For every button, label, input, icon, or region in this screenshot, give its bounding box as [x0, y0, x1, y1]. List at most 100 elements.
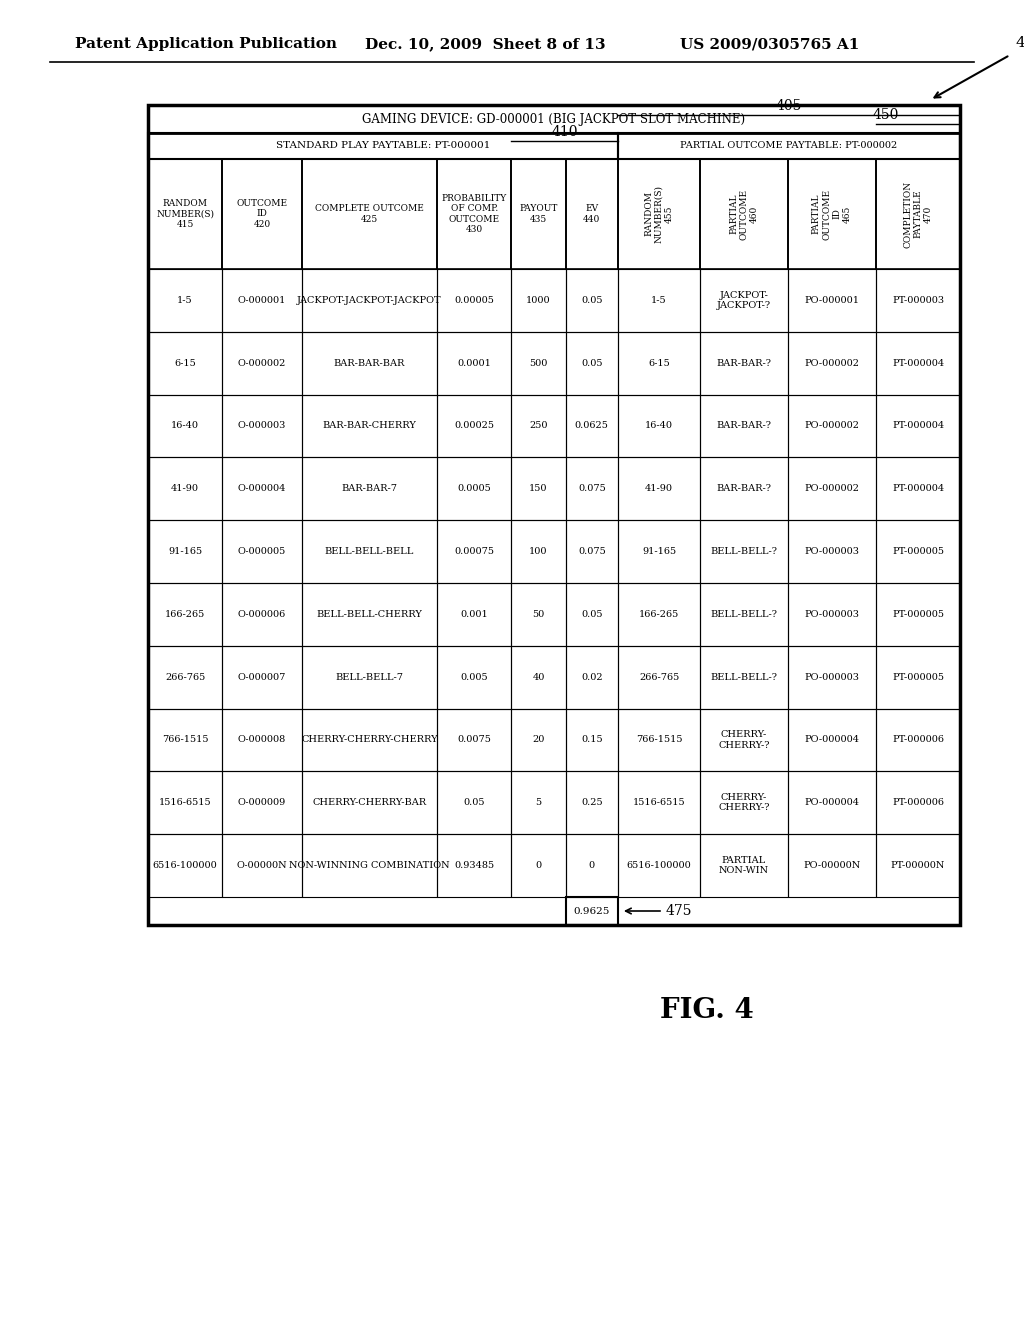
- Text: O-000008: O-000008: [238, 735, 286, 744]
- Bar: [876, 520, 961, 583]
- Bar: [437, 645, 511, 709]
- Text: 20: 20: [532, 735, 545, 744]
- Bar: [222, 834, 302, 898]
- Text: JACKPOT-
JACKPOT-?: JACKPOT- JACKPOT-?: [717, 290, 771, 310]
- Bar: [788, 331, 876, 395]
- Text: PO-000003: PO-000003: [805, 546, 859, 556]
- Text: 0.005: 0.005: [461, 673, 488, 681]
- Text: PT-000004: PT-000004: [892, 359, 944, 368]
- Bar: [618, 645, 700, 709]
- Text: US 2009/0305765 A1: US 2009/0305765 A1: [680, 37, 859, 51]
- Bar: [437, 269, 511, 331]
- Text: BELL-BELL-7: BELL-BELL-7: [336, 673, 403, 681]
- Text: 5: 5: [536, 799, 542, 808]
- Bar: [876, 583, 961, 645]
- Bar: [511, 395, 565, 458]
- Bar: [222, 520, 302, 583]
- Text: BELL-BELL-BELL: BELL-BELL-BELL: [325, 546, 414, 556]
- Bar: [222, 458, 302, 520]
- Text: CHERRY-CHERRY-CHERRY: CHERRY-CHERRY-CHERRY: [301, 735, 437, 744]
- Text: 0.075: 0.075: [578, 484, 605, 494]
- Text: 0.0005: 0.0005: [458, 484, 492, 494]
- Bar: [511, 458, 565, 520]
- Bar: [788, 771, 876, 834]
- Text: 91-165: 91-165: [642, 546, 676, 556]
- Text: 1516-6515: 1516-6515: [159, 799, 211, 808]
- Bar: [788, 709, 876, 771]
- Text: O-000007: O-000007: [238, 673, 286, 681]
- Bar: [876, 269, 961, 331]
- Bar: [511, 583, 565, 645]
- Bar: [511, 331, 565, 395]
- Bar: [148, 395, 222, 458]
- Text: 266-765: 266-765: [165, 673, 205, 681]
- Bar: [700, 771, 788, 834]
- Bar: [618, 834, 700, 898]
- Bar: [437, 771, 511, 834]
- Bar: [565, 709, 618, 771]
- Bar: [222, 158, 302, 269]
- Text: NON-WINNING COMBINATION: NON-WINNING COMBINATION: [289, 861, 450, 870]
- Text: 0.93485: 0.93485: [455, 861, 495, 870]
- Text: PARTIAL
OUTCOME
ID
465: PARTIAL OUTCOME ID 465: [812, 189, 852, 239]
- Text: PT-000006: PT-000006: [892, 735, 944, 744]
- Text: PARTIAL
NON-WIN: PARTIAL NON-WIN: [719, 855, 769, 875]
- Text: PO-000003: PO-000003: [805, 610, 859, 619]
- Text: 16-40: 16-40: [171, 421, 199, 430]
- Bar: [700, 645, 788, 709]
- Bar: [302, 158, 437, 269]
- Bar: [222, 331, 302, 395]
- Bar: [565, 645, 618, 709]
- Text: 100: 100: [529, 546, 548, 556]
- Text: 16-40: 16-40: [645, 421, 673, 430]
- Text: 91-165: 91-165: [168, 546, 202, 556]
- Bar: [511, 645, 565, 709]
- Bar: [700, 834, 788, 898]
- Bar: [437, 583, 511, 645]
- Bar: [148, 709, 222, 771]
- Bar: [700, 458, 788, 520]
- Text: 450: 450: [872, 108, 899, 121]
- Text: 266-765: 266-765: [639, 673, 679, 681]
- Bar: [700, 709, 788, 771]
- Text: 0.05: 0.05: [581, 296, 602, 305]
- Text: 6-15: 6-15: [174, 359, 196, 368]
- Text: BAR-BAR-?: BAR-BAR-?: [717, 484, 771, 494]
- Text: PO-000004: PO-000004: [805, 735, 859, 744]
- Text: 0.05: 0.05: [464, 799, 485, 808]
- Bar: [618, 520, 700, 583]
- Text: PARTIAL OUTCOME PAYTABLE: PT-000002: PARTIAL OUTCOME PAYTABLE: PT-000002: [680, 141, 898, 150]
- Text: PT-00000N: PT-00000N: [891, 861, 945, 870]
- Text: 405: 405: [776, 99, 802, 114]
- Bar: [618, 709, 700, 771]
- Bar: [565, 898, 618, 925]
- Bar: [437, 520, 511, 583]
- Text: 6-15: 6-15: [648, 359, 670, 368]
- Text: BELL-BELL-?: BELL-BELL-?: [711, 673, 777, 681]
- Bar: [148, 583, 222, 645]
- Text: 166-265: 166-265: [165, 610, 205, 619]
- Bar: [618, 583, 700, 645]
- Bar: [511, 771, 565, 834]
- Text: 1516-6515: 1516-6515: [633, 799, 685, 808]
- Text: 0.001: 0.001: [461, 610, 488, 619]
- Text: BELL-BELL-?: BELL-BELL-?: [711, 610, 777, 619]
- Text: BELL-BELL-CHERRY: BELL-BELL-CHERRY: [316, 610, 422, 619]
- Text: RANDOM
NUMBER(S)
455: RANDOM NUMBER(S) 455: [644, 185, 674, 243]
- Bar: [788, 158, 876, 269]
- Bar: [302, 645, 437, 709]
- Text: PT-000005: PT-000005: [892, 546, 944, 556]
- Text: PT-000004: PT-000004: [892, 421, 944, 430]
- Text: 1000: 1000: [526, 296, 551, 305]
- Text: BAR-BAR-CHERRY: BAR-BAR-CHERRY: [323, 421, 417, 430]
- Text: FIG. 4: FIG. 4: [660, 997, 754, 1023]
- Text: GAMING DEVICE: GD-000001 (BIG JACKPOT SLOT MACHINE): GAMING DEVICE: GD-000001 (BIG JACKPOT SL…: [362, 112, 745, 125]
- Bar: [511, 834, 565, 898]
- Text: STANDARD PLAY PAYTABLE: PT-000001: STANDARD PLAY PAYTABLE: PT-000001: [275, 141, 490, 150]
- Bar: [565, 158, 618, 269]
- Bar: [788, 269, 876, 331]
- Bar: [700, 331, 788, 395]
- Bar: [302, 709, 437, 771]
- Bar: [302, 331, 437, 395]
- Text: O-000006: O-000006: [238, 610, 286, 619]
